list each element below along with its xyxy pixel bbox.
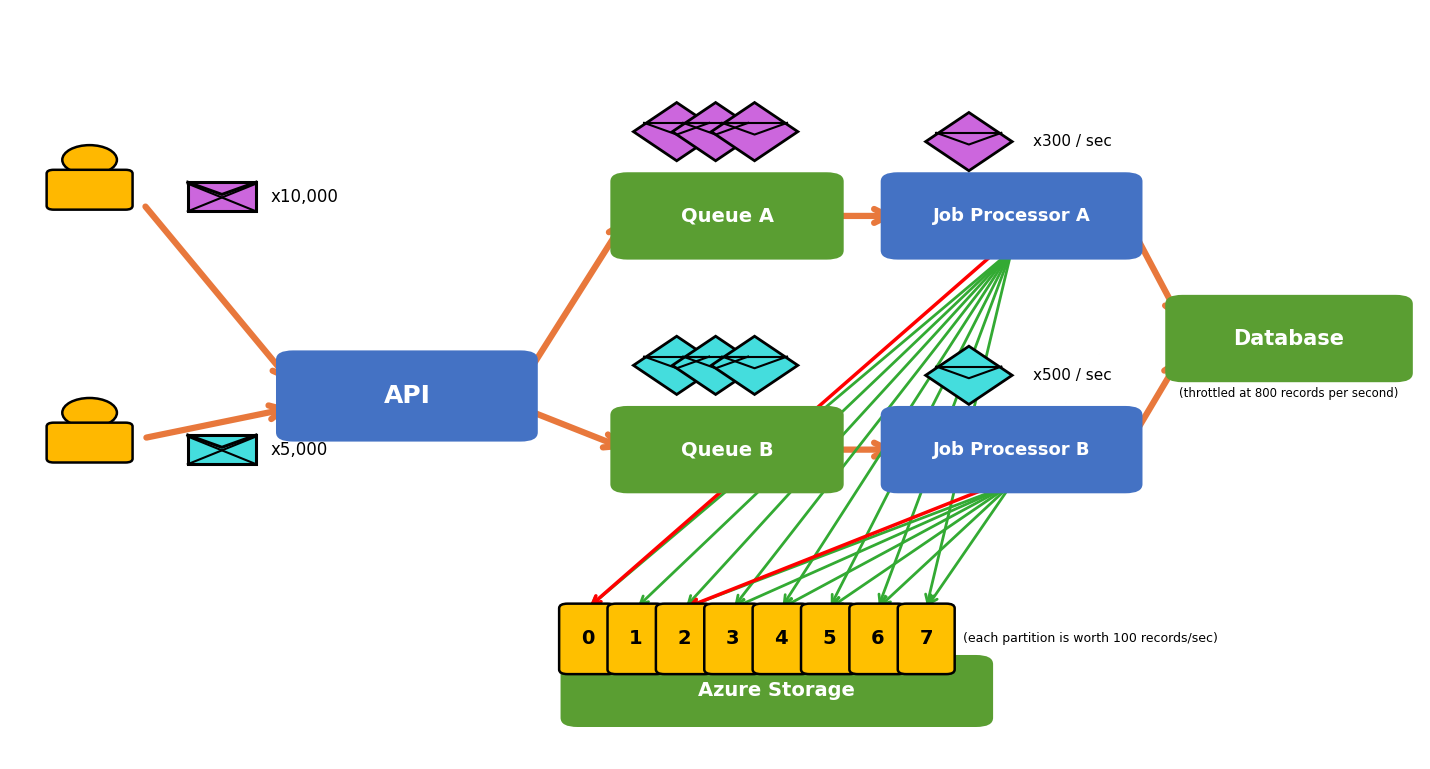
FancyBboxPatch shape bbox=[881, 406, 1143, 493]
Polygon shape bbox=[711, 102, 798, 161]
Text: Job Processor A: Job Processor A bbox=[932, 207, 1091, 225]
Text: 5: 5 bbox=[822, 629, 837, 648]
Polygon shape bbox=[187, 182, 256, 211]
FancyBboxPatch shape bbox=[656, 604, 712, 674]
Text: 6: 6 bbox=[871, 629, 885, 648]
FancyBboxPatch shape bbox=[608, 604, 665, 674]
Text: x500 / sec: x500 / sec bbox=[1032, 368, 1111, 383]
FancyBboxPatch shape bbox=[881, 172, 1143, 260]
Polygon shape bbox=[711, 336, 798, 394]
Circle shape bbox=[63, 398, 117, 428]
Text: 2: 2 bbox=[678, 629, 691, 648]
FancyBboxPatch shape bbox=[898, 604, 955, 674]
Circle shape bbox=[63, 145, 117, 175]
Text: x5,000: x5,000 bbox=[270, 441, 327, 458]
Text: Queue B: Queue B bbox=[681, 440, 774, 459]
Polygon shape bbox=[925, 346, 1012, 404]
Text: API: API bbox=[383, 384, 430, 408]
FancyBboxPatch shape bbox=[47, 170, 133, 210]
FancyBboxPatch shape bbox=[611, 406, 844, 493]
Text: (throttled at 800 records per second): (throttled at 800 records per second) bbox=[1180, 387, 1399, 400]
Text: Database: Database bbox=[1234, 328, 1344, 348]
FancyBboxPatch shape bbox=[849, 604, 907, 674]
FancyBboxPatch shape bbox=[559, 604, 616, 674]
Polygon shape bbox=[633, 102, 719, 161]
Polygon shape bbox=[187, 435, 256, 464]
FancyBboxPatch shape bbox=[611, 172, 844, 260]
FancyBboxPatch shape bbox=[561, 655, 992, 727]
Text: 0: 0 bbox=[581, 629, 595, 648]
FancyBboxPatch shape bbox=[801, 604, 858, 674]
FancyBboxPatch shape bbox=[704, 604, 761, 674]
Polygon shape bbox=[672, 102, 759, 161]
FancyBboxPatch shape bbox=[47, 423, 133, 462]
FancyBboxPatch shape bbox=[752, 604, 809, 674]
Polygon shape bbox=[925, 112, 1012, 171]
Text: (each partition is worth 100 records/sec): (each partition is worth 100 records/sec… bbox=[964, 632, 1218, 645]
FancyBboxPatch shape bbox=[276, 351, 538, 441]
Text: 4: 4 bbox=[774, 629, 788, 648]
Polygon shape bbox=[672, 336, 759, 394]
Text: x10,000: x10,000 bbox=[270, 188, 337, 206]
Text: Azure Storage: Azure Storage bbox=[698, 681, 855, 701]
Text: Queue A: Queue A bbox=[681, 206, 774, 225]
Polygon shape bbox=[633, 336, 719, 394]
Text: x300 / sec: x300 / sec bbox=[1032, 134, 1111, 149]
FancyBboxPatch shape bbox=[1165, 295, 1413, 382]
Text: 3: 3 bbox=[726, 629, 739, 648]
Text: Job Processor B: Job Processor B bbox=[932, 441, 1090, 458]
Text: 1: 1 bbox=[629, 629, 642, 648]
Text: 7: 7 bbox=[919, 629, 932, 648]
